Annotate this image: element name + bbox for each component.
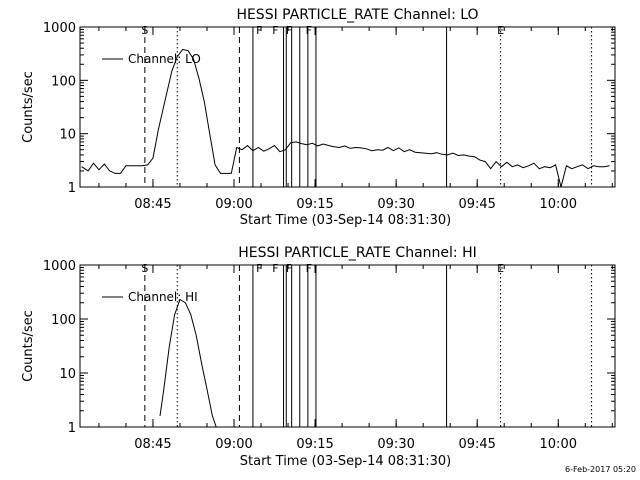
marker-label: F xyxy=(286,262,292,275)
x-tick-label: 10:00 xyxy=(540,437,577,452)
marker-label: F xyxy=(286,24,292,37)
marker-label: F xyxy=(256,262,262,275)
x-tick-label: 09:00 xyxy=(215,437,252,452)
chart-panel-2: HESSI PARTICLE_RATE Channel: HI 1 10 100 100… xyxy=(21,245,616,469)
marker-label: E xyxy=(497,24,504,37)
y-tick-label: 1 xyxy=(68,421,76,436)
y-tick-label: 10 xyxy=(59,367,76,382)
marker-label: S xyxy=(141,262,148,275)
x-tick-label: 09:15 xyxy=(296,437,333,452)
marker-label: F xyxy=(272,262,278,275)
marker-label: F xyxy=(306,262,312,275)
x-tick-label: 09:30 xyxy=(377,437,414,452)
y-tick-label: 1 xyxy=(68,181,76,196)
plot-frame xyxy=(79,264,616,428)
plot-frame xyxy=(79,26,616,188)
y-axis-label: Counts/sec xyxy=(21,71,36,143)
marker-label: S xyxy=(141,24,148,37)
series-line xyxy=(81,48,610,188)
y-tick-label: 1000 xyxy=(43,21,76,36)
y-tick-label: 10 xyxy=(59,128,76,143)
x-tick-label: 09:45 xyxy=(458,197,495,212)
chart-title: HESSI PARTICLE_RATE Channel: HI xyxy=(238,245,476,261)
chart-title: HESSI PARTICLE_RATE Channel: LO xyxy=(236,7,478,23)
x-axis-label: Start Time (03-Sep-14 08:31:30) xyxy=(240,213,451,228)
legend-label: Channel: LO xyxy=(128,52,201,66)
series-line xyxy=(159,298,217,428)
x-tick-label: 08:45 xyxy=(134,437,171,452)
x-tick-label: 08:45 xyxy=(134,197,171,212)
x-tick-label: 09:45 xyxy=(458,437,495,452)
y-tick-label: 100 xyxy=(51,74,76,89)
chart-panel-1: HESSI PARTICLE_RATE Channel: LO 1 10 100 100… xyxy=(21,7,616,228)
marker-label: F xyxy=(256,24,262,37)
legend-label: Channel: HI xyxy=(128,290,198,304)
y-axis-label: Counts/sec xyxy=(21,310,36,382)
marker-label: F xyxy=(272,24,278,37)
y-tick-label: 100 xyxy=(51,313,76,328)
y-tick-label: 1000 xyxy=(43,259,76,274)
x-tick-label: 10:00 xyxy=(540,197,577,212)
x-tick-label: 09:15 xyxy=(296,197,333,212)
marker-label: F xyxy=(306,24,312,37)
x-axis-label: Start Time (03-Sep-14 08:31:30) xyxy=(240,454,451,469)
x-tick-label: 09:00 xyxy=(215,197,252,212)
x-tick-label: 09:30 xyxy=(377,197,414,212)
footer-timestamp: 6-Feb-2017 05:20 xyxy=(565,465,636,474)
marker-label: E xyxy=(497,262,504,275)
